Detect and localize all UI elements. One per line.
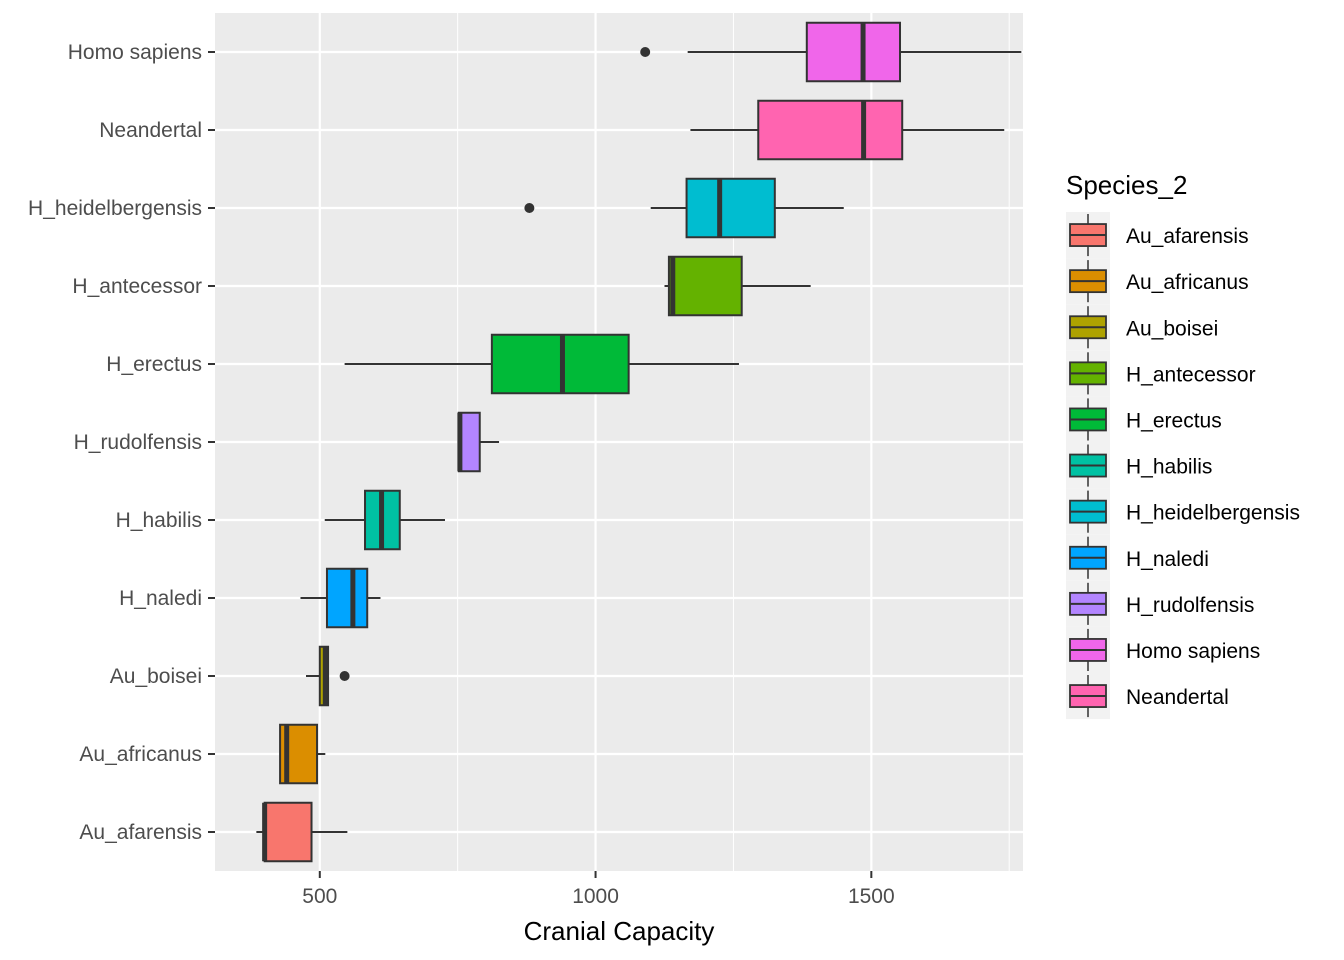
box-au-africanus bbox=[279, 723, 326, 785]
y-tick-label: Neandertal bbox=[99, 119, 202, 142]
legend-label: Au_afarensis bbox=[1126, 225, 1249, 248]
outlier-point bbox=[640, 47, 651, 57]
y-tick-label: H_heidelbergensis bbox=[28, 197, 202, 220]
legend-label: H_naledi bbox=[1126, 548, 1209, 571]
legend-item: H_heidelbergensis bbox=[1066, 488, 1300, 535]
legend-label: Neandertal bbox=[1126, 686, 1229, 709]
legend-item: Homo sapiens bbox=[1066, 626, 1260, 673]
legend-label: H_rudolfensis bbox=[1126, 594, 1254, 617]
legend-item: Au_afarensis bbox=[1066, 212, 1249, 259]
iqr-box bbox=[685, 177, 776, 239]
y-axis: Homo sapiens Neandertal H_heidelbergensis H… bbox=[28, 41, 215, 844]
y-tick-label: H_antecessor bbox=[72, 275, 202, 298]
legend-item: Au_boisei bbox=[1066, 304, 1218, 351]
legend-item: H_naledi bbox=[1066, 534, 1209, 581]
legend: Species_2 Au_afarensis Au_africanus Au_boi… bbox=[1066, 170, 1300, 720]
box-h-antecessor bbox=[664, 255, 811, 317]
iqr-box bbox=[263, 801, 313, 863]
y-tick-label: Au_afarensis bbox=[79, 821, 202, 844]
box-h-naledi bbox=[300, 567, 381, 629]
x-tick-label: 1000 bbox=[572, 885, 619, 908]
y-tick-label: H_habilis bbox=[116, 509, 202, 532]
x-tick-label: 1500 bbox=[848, 885, 895, 908]
legend-label: H_heidelbergensis bbox=[1126, 502, 1300, 525]
outlier-point bbox=[524, 203, 535, 213]
iqr-box bbox=[805, 21, 902, 83]
box-h-habilis bbox=[324, 489, 445, 551]
legend-item: H_rudolfensis bbox=[1066, 580, 1254, 627]
box-h-heidelbergensis bbox=[524, 177, 844, 239]
y-tick-label: H_rudolfensis bbox=[74, 431, 202, 454]
y-tick-label: H_erectus bbox=[106, 353, 202, 376]
legend-label: H_antecessor bbox=[1126, 363, 1256, 386]
box-h-rudolfensis bbox=[457, 411, 500, 473]
box-au-afarensis bbox=[256, 801, 348, 863]
y-tick-label: H_naledi bbox=[119, 587, 202, 610]
outlier-point bbox=[339, 671, 350, 681]
x-axis: 500 1000 1500 bbox=[302, 871, 895, 908]
legend-label: Au_boisei bbox=[1126, 317, 1218, 340]
box-homo-sapiens bbox=[640, 21, 1022, 83]
legend-title: Species_2 bbox=[1066, 170, 1187, 200]
box-h-erectus bbox=[344, 333, 739, 395]
legend-item: Au_africanus bbox=[1066, 258, 1249, 305]
legend-label: H_erectus bbox=[1126, 409, 1222, 432]
y-tick-label: Au_africanus bbox=[79, 743, 202, 766]
legend-label: Au_africanus bbox=[1126, 271, 1249, 294]
legend-item: H_habilis bbox=[1066, 442, 1212, 489]
y-tick-label: Au_boisei bbox=[110, 665, 202, 688]
legend-item: Neandertal bbox=[1066, 673, 1229, 720]
boxes-layer bbox=[256, 21, 1022, 863]
legend-label: H_habilis bbox=[1126, 456, 1212, 479]
legend-item: H_erectus bbox=[1066, 396, 1222, 443]
legend-item: H_antecessor bbox=[1066, 350, 1256, 397]
box-neandertal bbox=[690, 99, 1005, 161]
iqr-box bbox=[667, 255, 743, 317]
box-au-boisei bbox=[306, 645, 350, 707]
y-tick-label: Homo sapiens bbox=[68, 41, 202, 64]
x-axis-title: Cranial Capacity bbox=[524, 916, 715, 946]
iqr-box bbox=[757, 99, 904, 161]
iqr-box bbox=[325, 567, 369, 629]
legend-label: Homo sapiens bbox=[1126, 640, 1260, 663]
x-tick-label: 500 bbox=[302, 885, 337, 908]
